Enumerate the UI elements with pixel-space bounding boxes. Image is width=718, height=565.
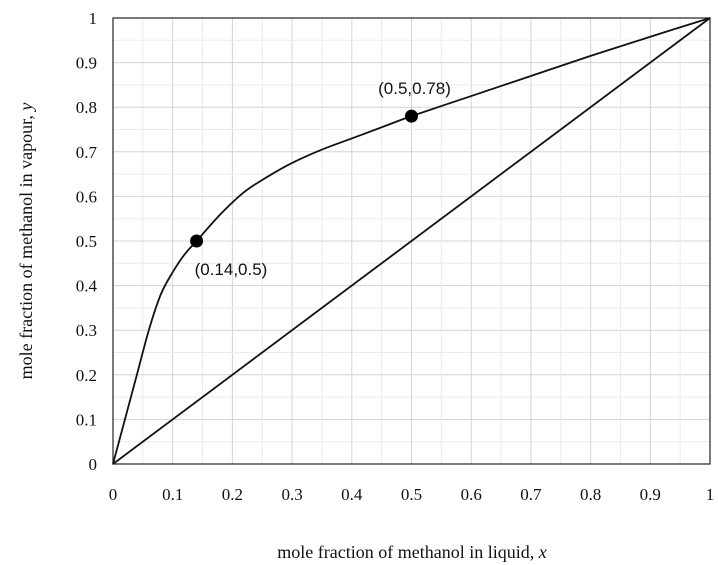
x-tick-label: 1 xyxy=(706,485,715,504)
x-tick-label: 0.4 xyxy=(341,485,363,504)
grid xyxy=(113,18,710,464)
x-axis-title-text: mole fraction of methanol in liquid, xyxy=(277,542,538,562)
y-axis-title: mole fraction of methanol in vapour, y xyxy=(16,103,36,380)
y-tick-labels: 0 0.1 0.2 0.3 0.4 0.5 0.6 0.7 0.8 0.9 1 xyxy=(76,9,98,474)
x-tick-label: 0 xyxy=(109,485,118,504)
y-tick-label: 0.8 xyxy=(76,98,97,117)
diagonal-line xyxy=(112,17,711,465)
x-tick-label: 0.9 xyxy=(640,485,661,504)
x-tick-label: 0.7 xyxy=(520,485,542,504)
x-tick-label: 0.8 xyxy=(580,485,601,504)
curves xyxy=(112,17,711,465)
x-tick-label: 0.5 xyxy=(401,485,422,504)
y-axis-title-text: mole fraction of methanol in vapour, xyxy=(16,111,36,380)
data-point-label: (0.5,0.78) xyxy=(378,79,451,98)
x-tick-label: 0.1 xyxy=(162,485,183,504)
y-tick-label: 0.7 xyxy=(76,143,98,162)
y-tick-label: 0.1 xyxy=(76,410,97,429)
y-tick-label: 1 xyxy=(89,9,98,28)
y-tick-label: 0.3 xyxy=(76,321,97,340)
y-tick-label: 0 xyxy=(89,455,98,474)
y-axis-title-var: y xyxy=(16,103,36,113)
x-tick-labels: 0 0.1 0.2 0.3 0.4 0.5 0.6 0.7 0.8 0.9 1 xyxy=(109,485,715,504)
x-tick-label: 0.6 xyxy=(461,485,482,504)
x-tick-label: 0.3 xyxy=(281,485,302,504)
data-point-marker xyxy=(405,109,418,123)
y-tick-label: 0.2 xyxy=(76,366,97,385)
y-tick-label: 0.6 xyxy=(76,187,97,206)
equilibrium-curve-line xyxy=(112,17,711,465)
data-point-marker xyxy=(190,234,204,248)
data-point-label: (0.14,0.5) xyxy=(195,260,268,279)
x-axis-title: mole fraction of methanol in liquid, x xyxy=(277,542,546,562)
y-tick-label: 0.9 xyxy=(76,54,97,73)
y-tick-label: 0.5 xyxy=(76,232,97,251)
data-points: (0.14,0.5) (0.5,0.78) xyxy=(190,79,451,279)
x-axis-title-var: x xyxy=(538,542,547,562)
x-tick-label: 0.2 xyxy=(222,485,243,504)
plot-frame xyxy=(112,17,711,465)
y-tick-label: 0.4 xyxy=(76,277,98,296)
